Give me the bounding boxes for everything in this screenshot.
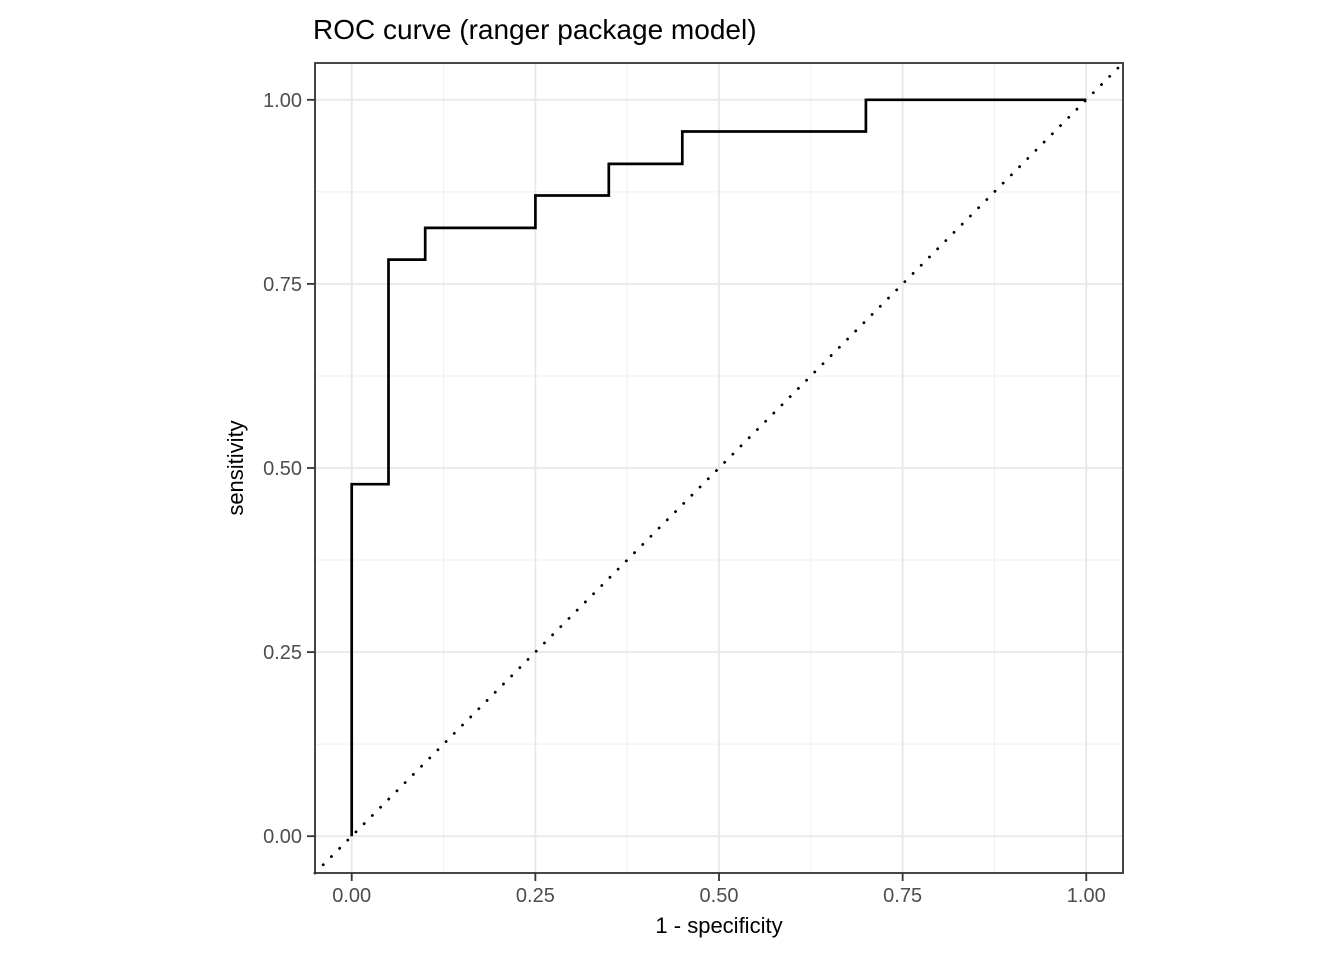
y-axis-title: sensitivity (223, 420, 248, 516)
y-tick-label: 0.25 (263, 642, 302, 664)
y-tick-label: 0.75 (263, 274, 302, 296)
x-tick-label: 0.50 (700, 885, 739, 907)
plot-title: ROC curve (ranger package model) (313, 14, 757, 45)
roc-step-curve (350, 98, 1087, 837)
y-tick-label: 0.00 (263, 826, 302, 848)
x-tick-label: 1.00 (1067, 885, 1106, 907)
y-tick-label: 1.00 (263, 90, 302, 112)
x-tick-labels: 0.00 0.25 0.50 0.75 1.00 (332, 885, 1105, 907)
x-tick-label: 0.25 (516, 885, 555, 907)
y-tick-labels: 0.00 0.25 0.50 0.75 1.00 (263, 90, 302, 848)
x-axis-title: 1 - specificity (655, 913, 783, 938)
axis-tick-marks (307, 98, 1088, 881)
x-tick-label: 0.75 (883, 885, 922, 907)
y-tick-label: 0.50 (263, 458, 302, 480)
x-tick-label: 0.00 (332, 885, 371, 907)
